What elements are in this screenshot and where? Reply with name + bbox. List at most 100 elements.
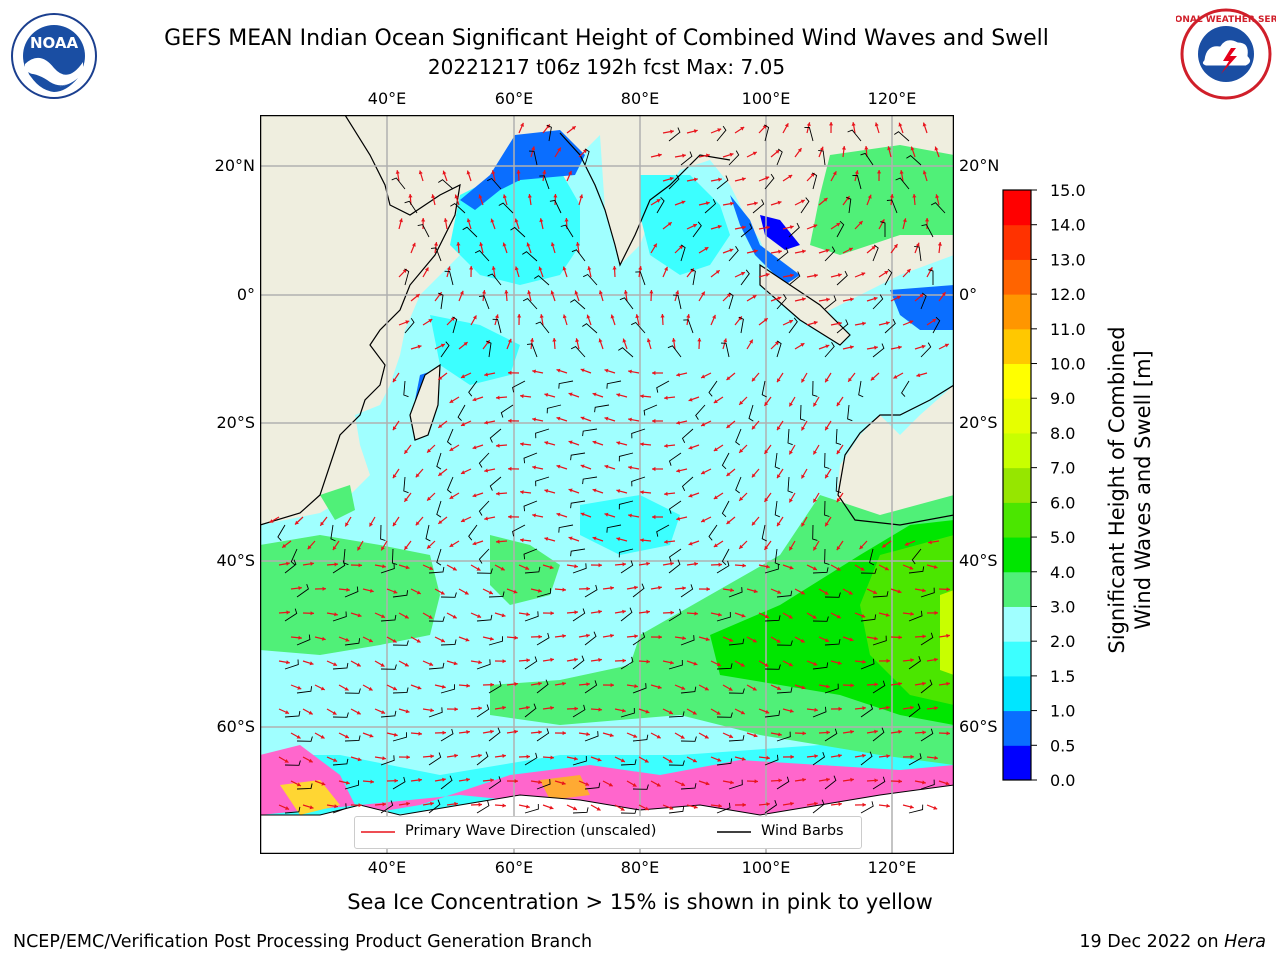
wave-direction-arrowhead <box>784 123 789 128</box>
wave-direction-arrowhead <box>670 660 674 665</box>
wave-direction-arrowhead <box>526 705 530 710</box>
noaa-logo-text: NOAA <box>30 34 79 52</box>
colorbar-swatch <box>1003 467 1031 503</box>
wave-direction-arrowhead <box>427 544 431 549</box>
wave-direction-arrowhead <box>466 170 471 175</box>
wave-direction-arrowhead <box>604 464 609 469</box>
wind-barb <box>462 226 478 238</box>
wind-barb <box>668 548 682 562</box>
wind-barb <box>536 632 550 646</box>
wave-direction-arrowhead <box>454 753 458 758</box>
wind-barb <box>728 150 740 166</box>
wind-barb <box>761 380 767 398</box>
wind-barb <box>428 799 441 814</box>
wind-barb <box>526 343 538 358</box>
wind-barb <box>500 404 514 418</box>
wave-direction-arrowhead <box>681 782 685 786</box>
wave-direction-arrowhead <box>490 682 494 687</box>
wave-direction-arrowhead <box>358 803 362 808</box>
wave-direction-arrowhead <box>909 804 914 809</box>
colorbar-tick-label: 3.0 <box>1050 597 1075 616</box>
wave-direction-arrowhead <box>539 314 544 318</box>
wave-direction-arrowhead <box>789 565 794 570</box>
colorbar-tick-label: 0.5 <box>1050 736 1075 755</box>
wave-direction-arrowhead <box>411 242 416 247</box>
wave-direction-arrowhead <box>456 242 461 246</box>
wave-direction-arrowhead <box>550 242 555 247</box>
wind-barb <box>812 752 826 766</box>
wind-barb <box>606 524 622 533</box>
wave-direction-arrowhead <box>484 420 488 425</box>
wind-barb <box>380 563 395 574</box>
wave-direction-arrowhead <box>697 338 702 342</box>
wave-direction-arrowhead <box>417 685 422 690</box>
wave-direction-arrowhead <box>598 657 602 662</box>
wave-direction-arrowhead <box>429 566 433 570</box>
colorbar-swatch <box>1003 675 1031 712</box>
wave-direction-arrowhead <box>902 218 907 223</box>
wave-band-0.5 <box>760 215 800 250</box>
wind-barb <box>721 452 730 470</box>
wind-barb <box>440 592 457 598</box>
wave-direction-arrowhead <box>284 759 289 763</box>
wave-direction-arrowhead <box>586 314 591 319</box>
wind-barb <box>908 804 924 814</box>
wave-direction-arrowhead <box>887 146 892 151</box>
wave-direction-arrowhead <box>657 685 662 690</box>
wind-barb <box>776 294 787 310</box>
wave-direction-arrowhead <box>453 661 458 666</box>
wave-direction-arrowhead <box>610 683 614 688</box>
wave-band-1.5 <box>580 495 680 555</box>
wave-direction-arrowhead <box>753 249 758 254</box>
wave-direction-arrowhead <box>713 447 718 451</box>
wave-direction-arrowhead <box>730 201 734 206</box>
wave-direction-arrowhead <box>538 730 542 735</box>
wind-barb <box>846 196 852 214</box>
wave-direction-arrowhead <box>286 660 290 665</box>
wave-direction-arrowhead <box>704 734 709 739</box>
colorbar-tick-label: 7.0 <box>1050 459 1075 478</box>
wave-direction-arrowhead <box>813 661 818 666</box>
wind-barb <box>584 782 601 790</box>
wave-direction-arrowhead <box>461 374 465 379</box>
wind-barb <box>391 177 406 190</box>
wave-direction-arrowhead <box>668 710 673 715</box>
wind-barb <box>522 251 538 262</box>
colorbar-swatch <box>1003 641 1031 677</box>
wave-direction-arrowhead <box>644 758 649 763</box>
wave-direction-arrowhead <box>514 779 518 784</box>
wave-direction-arrowhead <box>502 194 507 199</box>
wave-direction-arrowhead <box>369 733 374 738</box>
wave-direction-arrowhead <box>640 490 644 495</box>
wind-barb <box>911 548 922 565</box>
wind-barb <box>476 751 489 766</box>
wave-direction-arrowhead <box>298 635 302 640</box>
wind-barb <box>860 704 874 718</box>
wind-barb <box>880 221 886 237</box>
wave-direction-arrowhead <box>739 448 744 453</box>
wave-direction-arrowhead <box>775 150 780 154</box>
wave-direction-arrowhead <box>550 611 554 616</box>
wave-direction-arrowhead <box>282 543 287 548</box>
wave-direction-arrowhead <box>741 613 746 618</box>
wind-barb <box>886 199 898 214</box>
wave-direction-arrowhead <box>825 522 829 527</box>
wave-direction-arrowhead <box>418 778 422 783</box>
wind-barb <box>776 640 793 646</box>
wave-direction-arrowhead <box>472 445 477 450</box>
colorbar-swatch <box>1003 606 1031 642</box>
wind-barb <box>704 199 717 214</box>
wave-direction-arrowhead <box>634 634 638 639</box>
wave-direction-arrowhead <box>871 246 876 250</box>
wind-barb <box>476 659 491 670</box>
wave-direction-arrowhead <box>751 425 756 430</box>
wave-direction-arrowhead <box>679 245 683 250</box>
wave-direction-arrowhead <box>893 244 898 249</box>
wind-barb <box>296 736 313 742</box>
wave-direction-arrowhead <box>742 802 746 807</box>
wind-barb <box>847 404 853 422</box>
wave-direction-arrowhead <box>394 778 398 783</box>
wave-direction-arrowhead <box>825 638 829 642</box>
wave-direction-legend-label: Primary Wave Direction (unscaled) <box>405 823 657 839</box>
wave-direction-arrowhead <box>850 777 854 782</box>
